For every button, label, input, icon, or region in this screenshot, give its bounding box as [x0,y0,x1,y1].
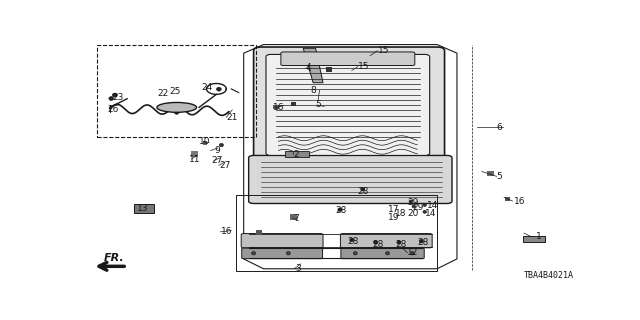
Ellipse shape [423,204,426,206]
Text: 20: 20 [408,209,419,218]
Ellipse shape [338,208,342,212]
Text: 28: 28 [372,240,384,249]
Bar [291,102,296,106]
Ellipse shape [397,241,401,244]
Text: 9: 9 [214,146,220,155]
Text: 29: 29 [412,203,424,212]
Ellipse shape [353,252,357,255]
Text: 28: 28 [395,240,406,249]
Text: 28: 28 [358,187,369,196]
Text: 6: 6 [497,123,502,132]
FancyBboxPatch shape [285,151,309,157]
Text: 10: 10 [199,137,211,146]
Text: 5: 5 [316,100,321,109]
Text: 4: 4 [306,63,311,72]
Text: FR.: FR. [104,252,125,263]
Text: 22: 22 [157,89,168,98]
FancyBboxPatch shape [134,204,154,212]
Bar [255,230,262,235]
Ellipse shape [252,252,256,255]
Ellipse shape [385,252,390,255]
Bar [202,141,207,145]
FancyBboxPatch shape [266,54,429,156]
Text: 11: 11 [189,155,200,164]
Text: 8: 8 [310,86,316,95]
Ellipse shape [174,110,179,114]
Text: 28: 28 [335,206,347,215]
Bar [488,171,494,176]
Text: 13: 13 [137,204,148,213]
Ellipse shape [412,205,415,208]
Ellipse shape [360,188,365,191]
Text: 15: 15 [358,62,369,71]
Ellipse shape [220,143,223,147]
Bar [236,195,437,271]
Text: 25: 25 [169,87,180,96]
Text: 23: 23 [112,93,124,102]
Bar [273,105,280,109]
Text: 27: 27 [211,156,223,165]
FancyBboxPatch shape [242,248,323,259]
Ellipse shape [157,102,196,112]
FancyBboxPatch shape [248,156,452,204]
Text: 28: 28 [348,237,359,246]
Polygon shape [303,48,323,83]
Text: 1: 1 [536,232,542,241]
Text: 26: 26 [108,105,118,114]
Text: 3: 3 [296,264,301,273]
FancyBboxPatch shape [523,236,545,242]
Text: 18: 18 [395,209,406,218]
Text: 27: 27 [219,161,230,170]
Text: 12: 12 [408,248,419,257]
Bar [326,67,332,72]
Text: 16: 16 [514,196,525,205]
Bar [290,214,297,220]
Ellipse shape [423,210,426,213]
Text: TBA4B4021A: TBA4B4021A [524,271,573,280]
Text: 21: 21 [227,113,237,122]
Ellipse shape [374,241,378,244]
Ellipse shape [419,239,423,243]
FancyBboxPatch shape [241,234,323,248]
Text: 14: 14 [425,209,436,218]
Bar [97,44,256,137]
Ellipse shape [286,252,291,255]
Text: 16: 16 [221,227,233,236]
Ellipse shape [349,238,354,242]
Ellipse shape [409,200,413,203]
Text: 2: 2 [293,150,299,159]
Ellipse shape [113,93,117,97]
Text: 19: 19 [388,212,399,221]
Bar [505,197,510,201]
Ellipse shape [109,97,114,100]
FancyBboxPatch shape [281,52,415,66]
Ellipse shape [216,87,221,91]
Bar [191,151,198,157]
FancyBboxPatch shape [253,47,445,160]
Text: 16: 16 [273,103,285,112]
Text: 24: 24 [202,83,212,92]
Text: 5: 5 [497,172,502,181]
Ellipse shape [410,252,415,255]
Text: 28: 28 [417,238,429,247]
FancyBboxPatch shape [340,234,432,248]
FancyBboxPatch shape [341,248,424,259]
Text: 7: 7 [293,214,299,223]
Text: 14: 14 [428,202,438,211]
Text: 29: 29 [408,198,419,207]
Text: 15: 15 [378,46,389,55]
Text: 17: 17 [388,205,399,214]
